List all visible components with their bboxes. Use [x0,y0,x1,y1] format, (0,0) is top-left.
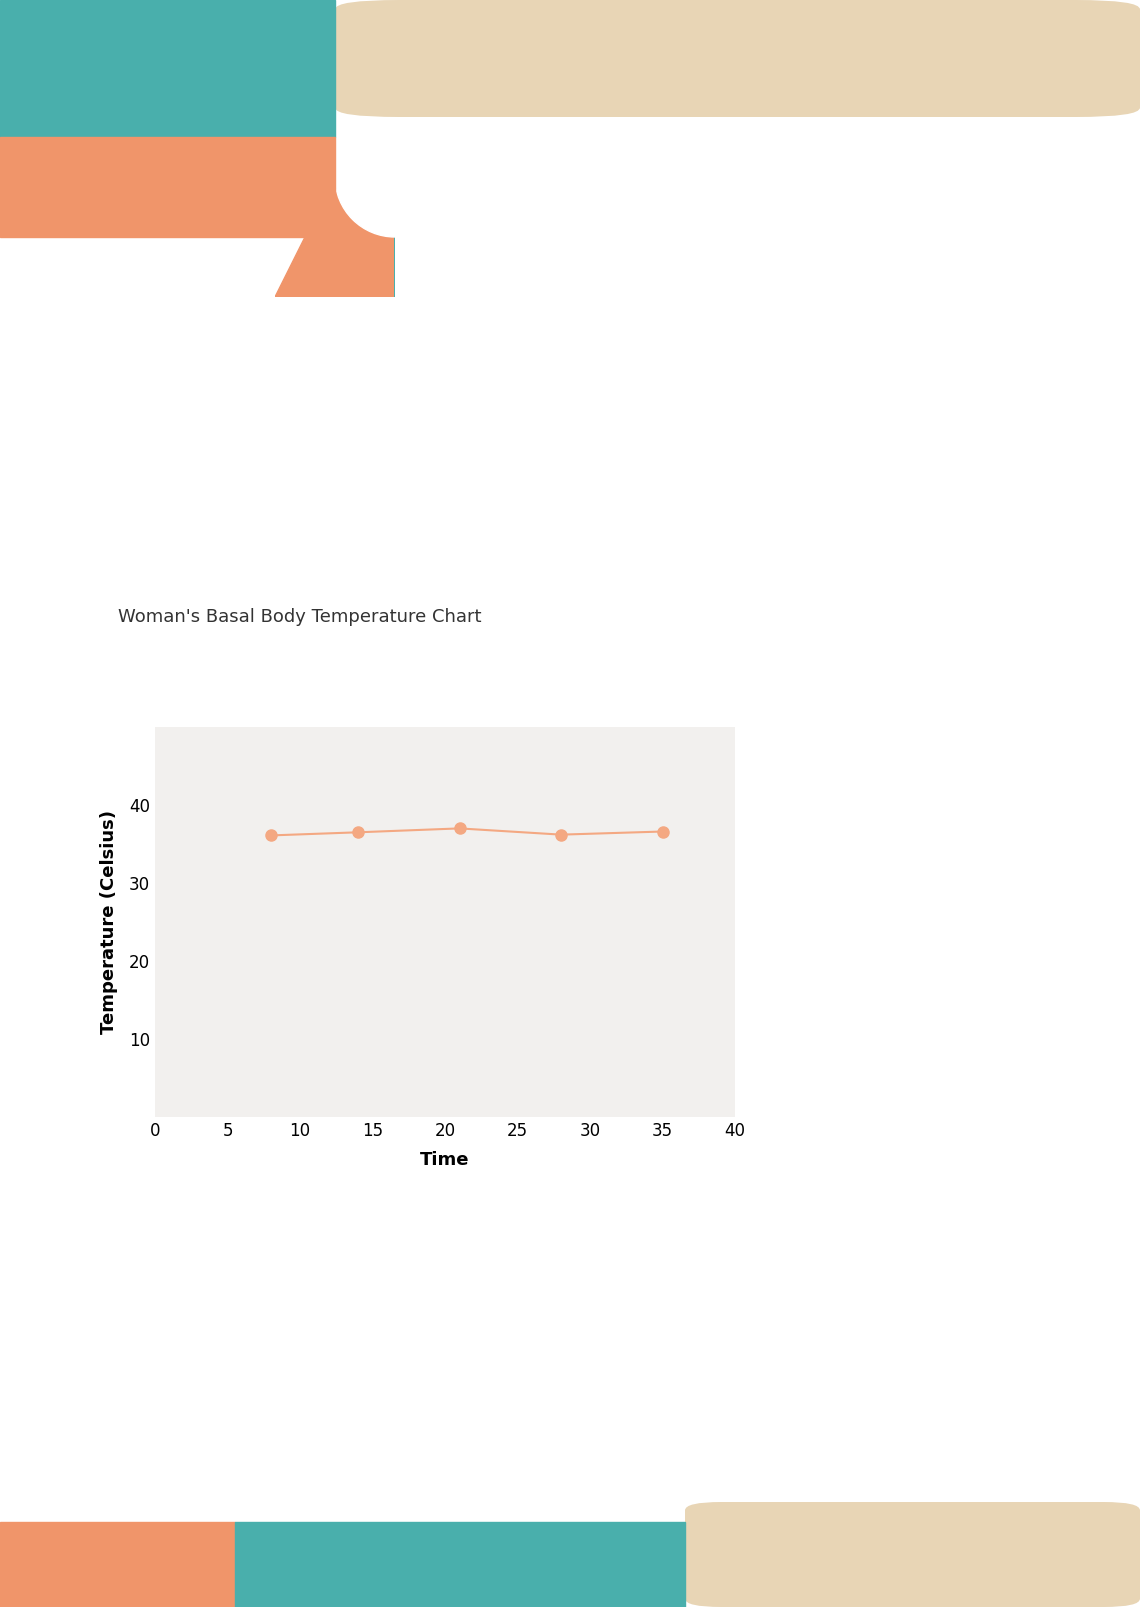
Polygon shape [275,177,394,297]
Circle shape [335,117,455,236]
Text: Woman's Basal Body Temperature Chart: Woman's Basal Body Temperature Chart [119,607,481,627]
FancyBboxPatch shape [335,0,1140,117]
Polygon shape [275,117,394,297]
X-axis label: Time: Time [421,1151,470,1168]
Polygon shape [275,177,394,297]
FancyBboxPatch shape [685,1503,1140,1607]
Y-axis label: Temperature (Celsius): Temperature (Celsius) [100,810,117,1033]
